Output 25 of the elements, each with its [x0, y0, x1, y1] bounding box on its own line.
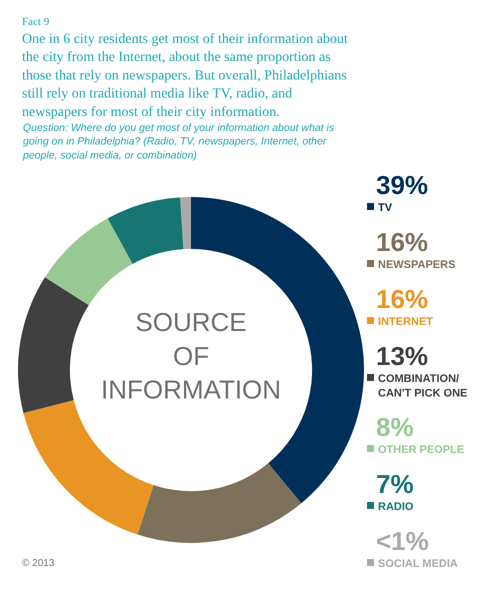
legend-label: TV	[378, 202, 393, 214]
data-label: 39%	[376, 170, 428, 200]
text: © 2013	[22, 558, 55, 569]
data-label: <1%	[376, 526, 429, 556]
data-label: 8%	[376, 412, 414, 442]
chart-subtitle: Question: Where do you get most of your information about what is going on in Philadelphia? (Radio, TV, newspapers, Internet, other people, social media, or combination)	[22, 122, 335, 162]
data-label: 13%	[376, 341, 428, 371]
legend-label: COMBINATION/ CAN'T PICK ONE	[378, 373, 468, 400]
legend-label: INTERNET	[378, 316, 434, 328]
data-label: 16%	[376, 284, 428, 314]
legend-label: RADIO	[378, 501, 414, 513]
legend-label: NEWSPAPERS	[378, 259, 456, 271]
text: Fact 9	[22, 16, 50, 28]
donut-slice	[108, 197, 184, 264]
source-note: SOURCE OF INFORMATION	[101, 307, 282, 405]
chart-title: One in 6 city residents get most of their information about the city from the Internet, about the same proportion as those that rely on newspapers. But overall, Philadelphians still rely on traditional media like TV, radio, and newspapers for most of their city information.	[22, 32, 348, 120]
legend-label: OTHER PEOPLE	[378, 444, 464, 456]
donut-slice	[44, 218, 133, 306]
donut-slice	[138, 463, 302, 543]
donut-slice	[23, 400, 154, 535]
data-label: 16%	[376, 227, 428, 257]
donut-slice	[18, 277, 89, 414]
legend-label: SOCIAL MEDIA	[378, 558, 458, 570]
data-label: 7%	[376, 469, 414, 499]
donut-slice	[180, 197, 191, 250]
